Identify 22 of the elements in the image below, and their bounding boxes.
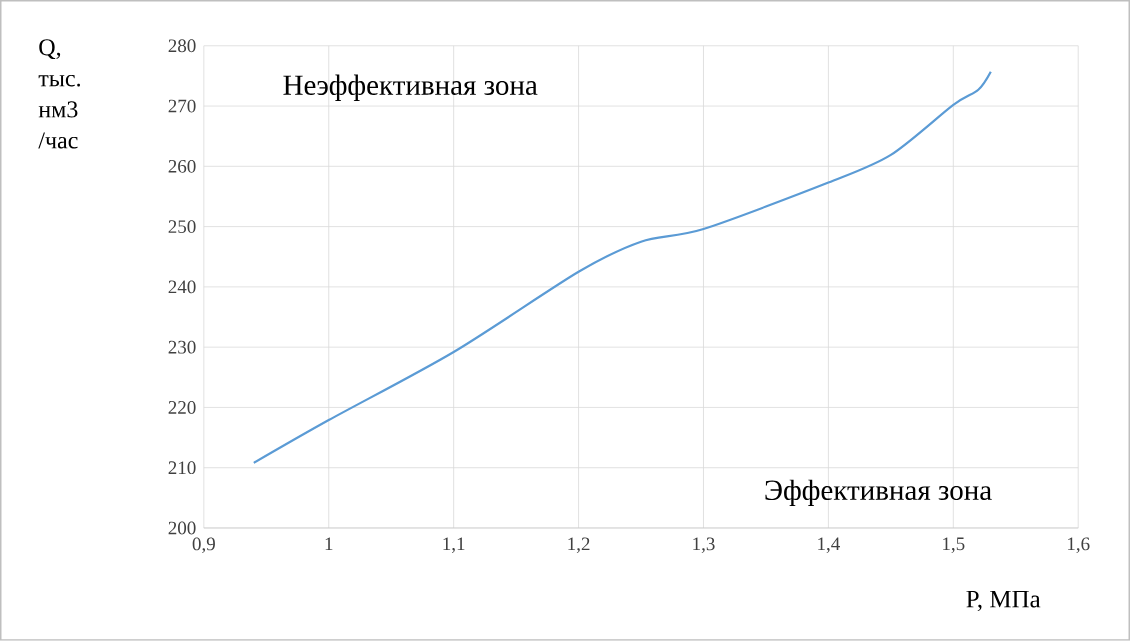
y-tick-label: 210 xyxy=(168,461,196,475)
y-tick-label: 240 xyxy=(168,280,196,294)
y-tick-label: 250 xyxy=(168,220,196,234)
x-tick-label: 0,9 xyxy=(192,537,215,554)
y-axis-title: Q, тыс. нм3 /час xyxy=(38,39,81,149)
line-series xyxy=(252,70,992,465)
x-tick-label: 1,1 xyxy=(443,537,465,554)
y-tick-label: 220 xyxy=(168,401,196,414)
y-tick-label: 260 xyxy=(168,160,196,173)
x-tick-label: 1,4 xyxy=(818,537,840,554)
annotation: Неэффективная зона xyxy=(283,74,538,101)
y-tick-label: 200 xyxy=(168,521,196,535)
y-tick-label: 280 xyxy=(168,39,196,53)
x-axis-title: P, МПа xyxy=(966,591,1041,612)
y-tick-label: 230 xyxy=(168,340,196,354)
x-tick-label: 1 xyxy=(325,537,333,551)
x-tick-label: 1,5 xyxy=(943,537,965,554)
x-tick-label: 1,6 xyxy=(1068,537,1090,554)
x-tick-label: 1,3 xyxy=(693,537,715,554)
annotation: Эффективная зона xyxy=(765,479,992,507)
x-tick-label: 1,2 xyxy=(568,537,590,554)
y-tick-label: 270 xyxy=(168,99,196,113)
